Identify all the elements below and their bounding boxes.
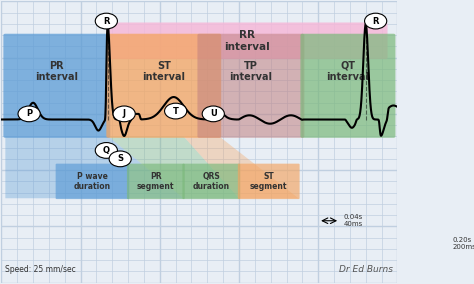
Text: PR
interval: PR interval	[36, 61, 78, 82]
Circle shape	[95, 143, 118, 158]
Circle shape	[95, 13, 118, 29]
Text: 0.20s
200ms: 0.20s 200ms	[453, 237, 474, 250]
FancyBboxPatch shape	[198, 34, 304, 138]
Text: P wave
duration: P wave duration	[74, 172, 111, 191]
FancyBboxPatch shape	[106, 34, 221, 138]
FancyBboxPatch shape	[3, 34, 110, 138]
FancyBboxPatch shape	[301, 34, 395, 138]
Text: Dr Ed Burns: Dr Ed Burns	[339, 265, 393, 274]
Circle shape	[164, 103, 187, 119]
Text: P: P	[26, 109, 32, 118]
Text: Q: Q	[103, 146, 110, 155]
FancyBboxPatch shape	[182, 164, 240, 199]
FancyBboxPatch shape	[238, 164, 300, 199]
Text: TP
interval: TP interval	[229, 61, 273, 82]
Text: J: J	[123, 109, 126, 118]
Text: RR
interval: RR interval	[224, 30, 270, 52]
Text: ST
segment: ST segment	[250, 172, 287, 191]
Text: 0.04s
40ms: 0.04s 40ms	[344, 214, 363, 227]
FancyBboxPatch shape	[127, 164, 185, 199]
Circle shape	[109, 151, 131, 167]
Text: S: S	[117, 154, 123, 163]
Text: Speed: 25 mm/sec: Speed: 25 mm/sec	[5, 265, 76, 274]
Text: QT
interval: QT interval	[327, 61, 369, 82]
FancyBboxPatch shape	[106, 22, 388, 59]
Circle shape	[113, 106, 135, 122]
Text: T: T	[173, 106, 179, 116]
Polygon shape	[183, 136, 299, 198]
Circle shape	[365, 13, 387, 29]
Text: ST
interval: ST interval	[142, 61, 185, 82]
Circle shape	[202, 106, 224, 122]
Text: U: U	[210, 109, 217, 118]
Text: R: R	[103, 16, 109, 26]
Polygon shape	[5, 136, 183, 198]
Text: R: R	[373, 16, 379, 26]
Circle shape	[18, 106, 40, 122]
Text: PR
segment: PR segment	[137, 172, 174, 191]
Text: QRS
duration: QRS duration	[193, 172, 230, 191]
FancyBboxPatch shape	[55, 164, 129, 199]
Polygon shape	[109, 136, 239, 198]
